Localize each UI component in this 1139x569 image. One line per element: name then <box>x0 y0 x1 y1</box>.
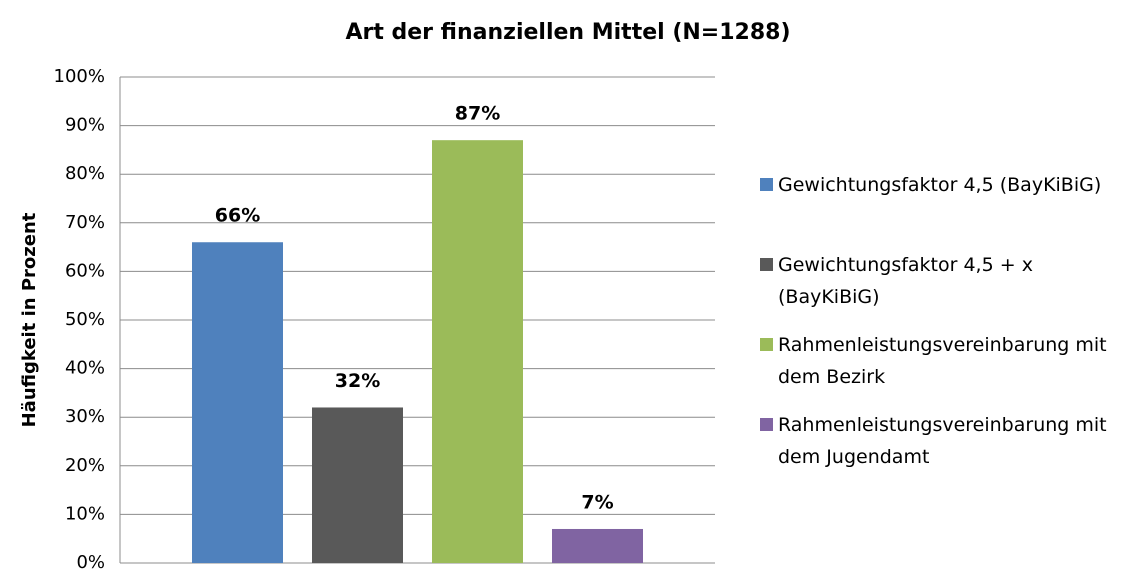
legend-label: Rahmenleistungsvereinbarung mit dem Bezi… <box>778 334 1107 388</box>
y-tick-label: 90% <box>65 115 105 136</box>
chart-title: Art der finanziellen Mittel (N=1288) <box>345 20 790 45</box>
y-tick-label: 40% <box>65 358 105 379</box>
legend-label: Gewichtungsfaktor 4,5 + x (BayKiBiG) <box>778 254 1033 308</box>
y-tick-label: 20% <box>65 455 105 476</box>
legend-item: Rahmenleistungsvereinbarung mit dem Bezi… <box>760 329 1130 393</box>
value-label: 32% <box>335 370 380 392</box>
legend-label: Rahmenleistungsvereinbarung mit dem Juge… <box>778 414 1107 468</box>
y-tick-label: 70% <box>65 212 105 233</box>
y-tick-label: 80% <box>65 163 105 184</box>
y-tick-label: 50% <box>65 309 105 330</box>
bar <box>192 242 283 564</box>
value-label: 87% <box>455 103 500 125</box>
legend-item: Rahmenleistungsvereinbarung mit dem Juge… <box>760 409 1130 473</box>
y-tick-label: 60% <box>65 260 105 281</box>
y-tick-label: 0% <box>76 552 105 569</box>
legend-swatch <box>760 338 773 351</box>
legend-label: Gewichtungsfaktor 4,5 (BayKiBiG) <box>778 174 1102 196</box>
y-axis-label: Häufigkeit in Prozent <box>19 212 40 427</box>
bar <box>432 140 523 563</box>
bar <box>552 528 643 563</box>
legend-swatch <box>760 258 773 271</box>
legend-swatch <box>760 418 773 431</box>
y-tick-label: 10% <box>65 503 105 524</box>
y-tick-label: 100% <box>54 66 105 87</box>
legend-item: Gewichtungsfaktor 4,5 (BayKiBiG) <box>760 169 1130 201</box>
legend-item: Gewichtungsfaktor 4,5 + x (BayKiBiG) <box>760 249 1130 313</box>
y-tick-label: 30% <box>65 406 105 427</box>
value-label: 7% <box>581 491 613 513</box>
bar <box>312 407 403 563</box>
value-label: 66% <box>215 205 260 227</box>
legend-swatch <box>760 178 773 191</box>
